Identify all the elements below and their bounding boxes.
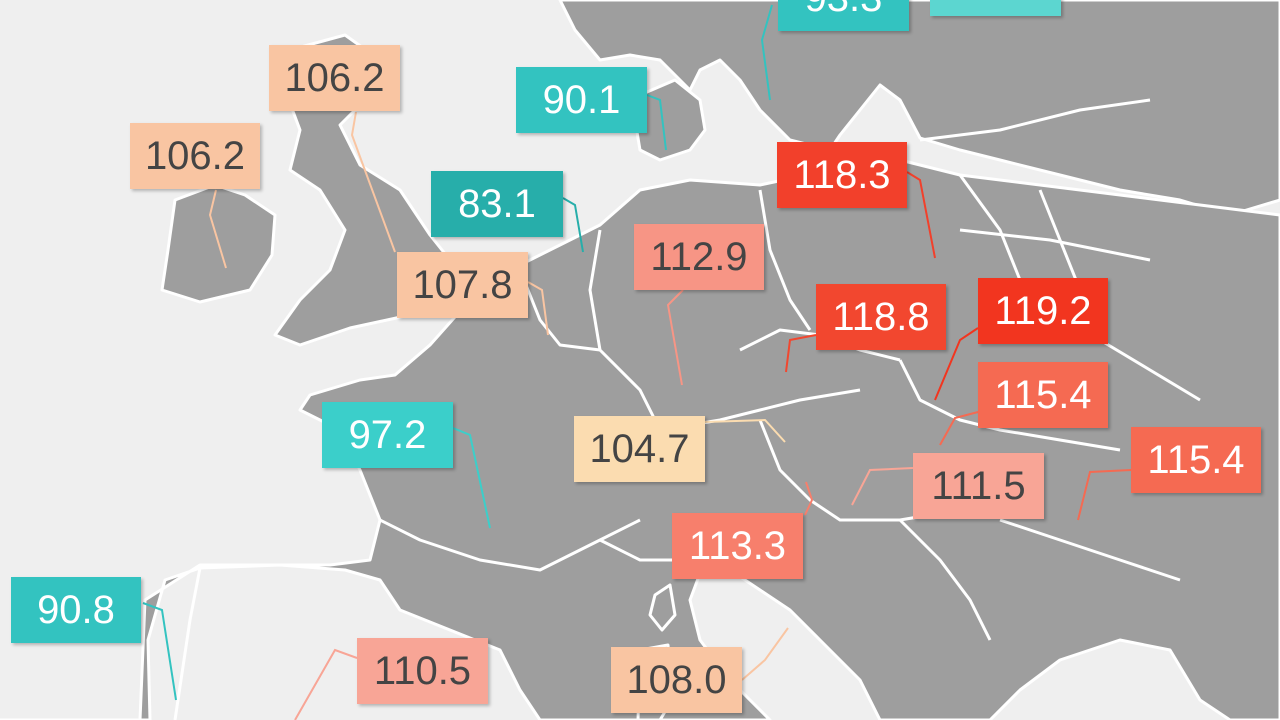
- value-label-poland: 118.3: [777, 142, 907, 208]
- value-label-germany: 112.9: [634, 224, 764, 290]
- scandinavia-landmass: [558, 0, 1280, 217]
- value-label-romania: 115.4: [1131, 427, 1261, 493]
- value-text: 119.2: [994, 288, 1092, 333]
- leader-poland: [906, 171, 936, 259]
- value-text: 115.4: [994, 372, 1092, 417]
- value-label-finland-top: [930, 0, 1061, 16]
- leader-croatia: [851, 467, 914, 506]
- value-text: 118.8: [832, 294, 930, 339]
- value-label-hungary: 115.4: [978, 362, 1108, 428]
- value-text: 111.5: [931, 463, 1026, 508]
- value-label-denmark: 90.1: [516, 67, 647, 133]
- leader-ireland-north: [208, 189, 227, 269]
- value-text: 118.3: [793, 152, 891, 197]
- value-label-austria: 104.7: [574, 416, 705, 482]
- value-label-netherlands: 83.1: [431, 171, 563, 237]
- leader-portugal: [142, 602, 177, 701]
- value-text: 107.8: [412, 262, 513, 307]
- leader-hungary: [939, 411, 979, 446]
- value-label-england: 107.8: [397, 252, 528, 318]
- value-text: 83.1: [458, 181, 536, 226]
- value-label-slovakia: 119.2: [978, 278, 1108, 344]
- value-label-spain: 110.5: [357, 638, 488, 704]
- leader-slovenia: [804, 481, 814, 516]
- leader-romania: [1077, 469, 1132, 521]
- value-text: 106.2: [144, 133, 246, 178]
- leader-netherlands: [562, 197, 584, 253]
- value-text: 110.5: [373, 648, 472, 693]
- value-text: 104.7: [589, 426, 690, 471]
- value-text: 115.4: [1147, 437, 1245, 482]
- leader-lines: [142, 4, 1132, 720]
- leader-sweden-top: [760, 4, 773, 101]
- value-text: 90.1: [542, 77, 621, 122]
- leader-slovakia: [934, 327, 979, 401]
- leader-england: [527, 281, 549, 336]
- value-label-slovenia: 113.3: [672, 513, 803, 579]
- value-label-croatia: 111.5: [913, 453, 1044, 519]
- leader-france: [452, 427, 491, 529]
- value-label-scotland: 106.2: [269, 45, 400, 111]
- leader-czechia: [785, 334, 817, 373]
- value-text: 106.2: [284, 55, 385, 100]
- leader-austria: [704, 418, 786, 443]
- value-text: 93.3: [805, 0, 883, 21]
- value-text: 113.3: [688, 523, 787, 568]
- corsica-landmass: [648, 583, 677, 632]
- value-text: 112.9: [650, 234, 748, 279]
- value-label-ireland-north: 106.2: [130, 123, 260, 189]
- value-label-czechia: 118.8: [816, 284, 946, 350]
- leader-germany: [666, 289, 684, 386]
- value-label-italy: 108.0: [611, 647, 742, 713]
- value-text: 108.0: [626, 657, 727, 702]
- value-label-portugal: 90.8: [11, 577, 141, 643]
- value-text: 97.2: [348, 412, 427, 457]
- leader-denmark: [646, 94, 667, 151]
- value-label-france: 97.2: [322, 402, 453, 468]
- leader-italy: [741, 627, 789, 681]
- value-label-sweden-top: 93.3: [778, 0, 909, 31]
- leader-spain: [294, 648, 358, 720]
- leader-scotland: [350, 111, 396, 253]
- value-text: 90.8: [37, 587, 115, 632]
